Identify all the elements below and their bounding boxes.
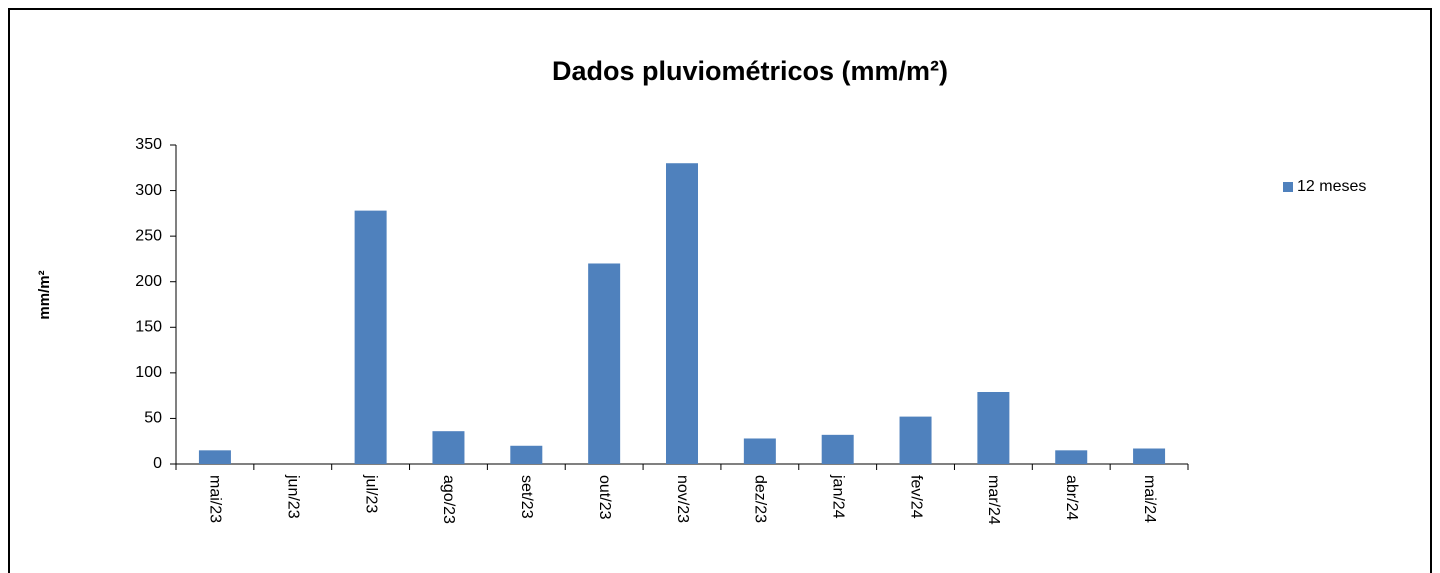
x-tick-label: jul/23	[362, 474, 379, 513]
bar	[743, 438, 776, 464]
chart-title: Dados pluviométricos (mm/m²)	[552, 56, 948, 86]
x-tick-label: mar/24	[985, 475, 1002, 525]
bar	[899, 416, 932, 464]
x-tick-label: mai/24	[1141, 475, 1158, 523]
bar	[354, 210, 387, 464]
x-tick-label: out/23	[596, 475, 613, 520]
x-tick-label: jan/24	[829, 474, 846, 519]
y-tick-label: 350	[135, 136, 162, 153]
bar	[432, 431, 465, 464]
bar	[510, 445, 543, 464]
bar	[1133, 448, 1166, 464]
legend-swatch	[1283, 182, 1293, 192]
chart-border	[8, 8, 1432, 573]
x-tick-label: ago/23	[440, 475, 457, 524]
x-tick-label: fev/24	[907, 475, 924, 519]
bar	[821, 434, 854, 464]
bar	[198, 450, 231, 464]
x-tick-label: jun/23	[285, 474, 302, 519]
y-tick-label: 100	[135, 364, 162, 381]
bar	[1055, 450, 1088, 464]
y-axis-label: mm/m²	[36, 270, 53, 319]
x-tick-label: mai/23	[207, 475, 224, 523]
x-tick-label: nov/23	[674, 475, 691, 523]
y-tick-label: 150	[135, 319, 162, 336]
y-tick-label: 300	[135, 182, 162, 199]
legend-label: 12 meses	[1297, 178, 1366, 195]
x-tick-label: dez/23	[752, 475, 769, 523]
y-tick-label: 50	[144, 410, 162, 427]
bar	[666, 163, 698, 464]
y-tick-label: 0	[153, 455, 162, 472]
x-tick-label: abr/24	[1063, 475, 1080, 520]
y-tick-label: 200	[135, 273, 162, 290]
bar	[977, 391, 1010, 464]
x-tick-label: set/23	[518, 475, 535, 519]
bar	[588, 263, 621, 464]
y-tick-label: 250	[135, 227, 162, 244]
